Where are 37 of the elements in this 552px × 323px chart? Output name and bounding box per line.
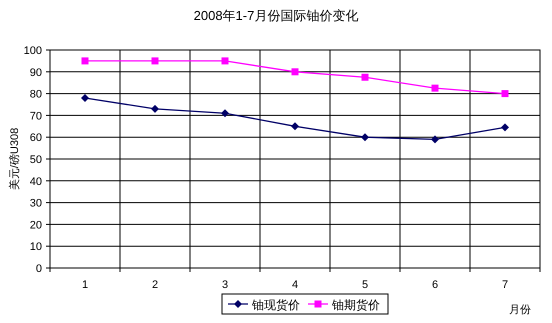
y-tick-label: 60 (30, 132, 42, 144)
y-tick-label: 20 (30, 219, 42, 232)
point (502, 90, 508, 98)
point (362, 74, 368, 81)
point (431, 135, 439, 144)
y-tick-label: 70 (30, 110, 42, 122)
y-tick-label: 0 (36, 263, 42, 275)
point (501, 123, 509, 132)
x-tick-label: 3 (222, 279, 228, 291)
legend-label: 铀期货价 (331, 298, 380, 312)
y-tick-label: 80 (30, 88, 42, 101)
point (152, 57, 158, 64)
point (432, 84, 438, 92)
point (222, 57, 228, 64)
x-tick-label: 7 (502, 279, 508, 291)
y-tick-label: 90 (30, 66, 42, 79)
x-tick-label: 2 (152, 279, 158, 291)
y-tick-label: 100 (24, 45, 42, 57)
x-tick-label: 4 (292, 279, 298, 291)
x-tick-label: 5 (362, 279, 368, 291)
point (82, 57, 88, 64)
y-tick-label: 30 (30, 198, 42, 210)
x-tick-label: 6 (432, 279, 438, 291)
y-tick-label: 40 (30, 176, 42, 188)
y-axis-title: 美元/磅U308 (8, 128, 21, 190)
y-tick-label: 50 (30, 154, 42, 166)
point (291, 122, 299, 130)
point (361, 133, 369, 142)
x-tick-label: 1 (82, 279, 88, 291)
point (292, 68, 298, 76)
y-tick-label: 10 (30, 241, 42, 254)
point (81, 94, 89, 102)
x-axis-title: 月份 (509, 304, 531, 316)
point (151, 104, 159, 113)
point (221, 109, 229, 118)
chart-title: 2008年1-7月份国际铀价变化 (194, 8, 358, 23)
legend-label: 铀现货价 (251, 298, 300, 312)
